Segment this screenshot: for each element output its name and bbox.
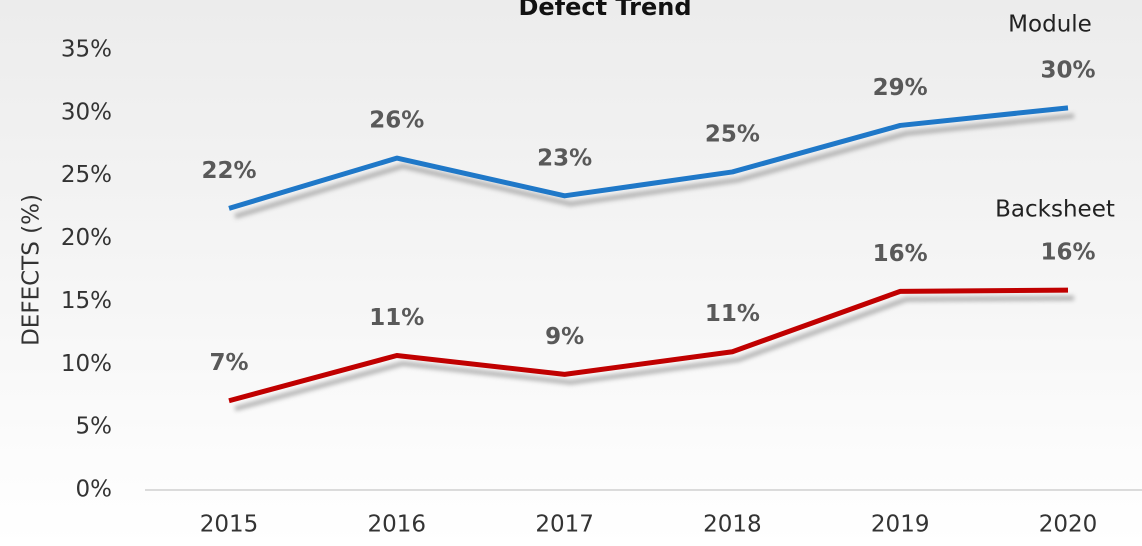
x-tick-label: 2016 [368,512,427,538]
data-label: 22% [201,158,256,184]
data-label: 25% [705,121,760,147]
data-label: 16% [873,241,928,267]
data-label: 29% [873,75,928,101]
y-tick-label: 5% [76,414,113,440]
data-label: 7% [209,350,248,376]
data-label: 11% [705,301,760,327]
data-label: 16% [1040,240,1095,266]
y-tick-label: 15% [61,288,112,314]
x-tick-label: 2019 [871,512,930,538]
series-label: Module [1008,12,1092,38]
data-label: 26% [369,108,424,134]
x-tick-label: 2018 [703,512,762,538]
data-label: 9% [545,324,584,350]
y-tick-label: 20% [61,225,112,251]
data-label: 11% [369,305,424,331]
x-tick-label: 2020 [1039,512,1098,538]
series-line [228,287,1069,404]
x-tick-label: 2017 [535,512,594,538]
y-tick-label: 30% [61,99,112,125]
series-line [228,105,1069,211]
line-shadow [234,295,1075,412]
y-tick-label: 35% [61,37,112,63]
y-tick-label: 25% [61,162,112,188]
chart-title: Defect Trend [518,0,691,21]
data-label: 23% [537,145,592,171]
y-axis-label: DEFECTS (%) [19,194,45,346]
series-label: Backsheet [995,197,1115,223]
y-tick-label: 10% [61,351,112,377]
data-label: 30% [1040,57,1095,83]
x-tick-label: 2015 [200,512,259,538]
y-tick-label: 0% [76,477,113,503]
line-shadow [234,113,1075,219]
